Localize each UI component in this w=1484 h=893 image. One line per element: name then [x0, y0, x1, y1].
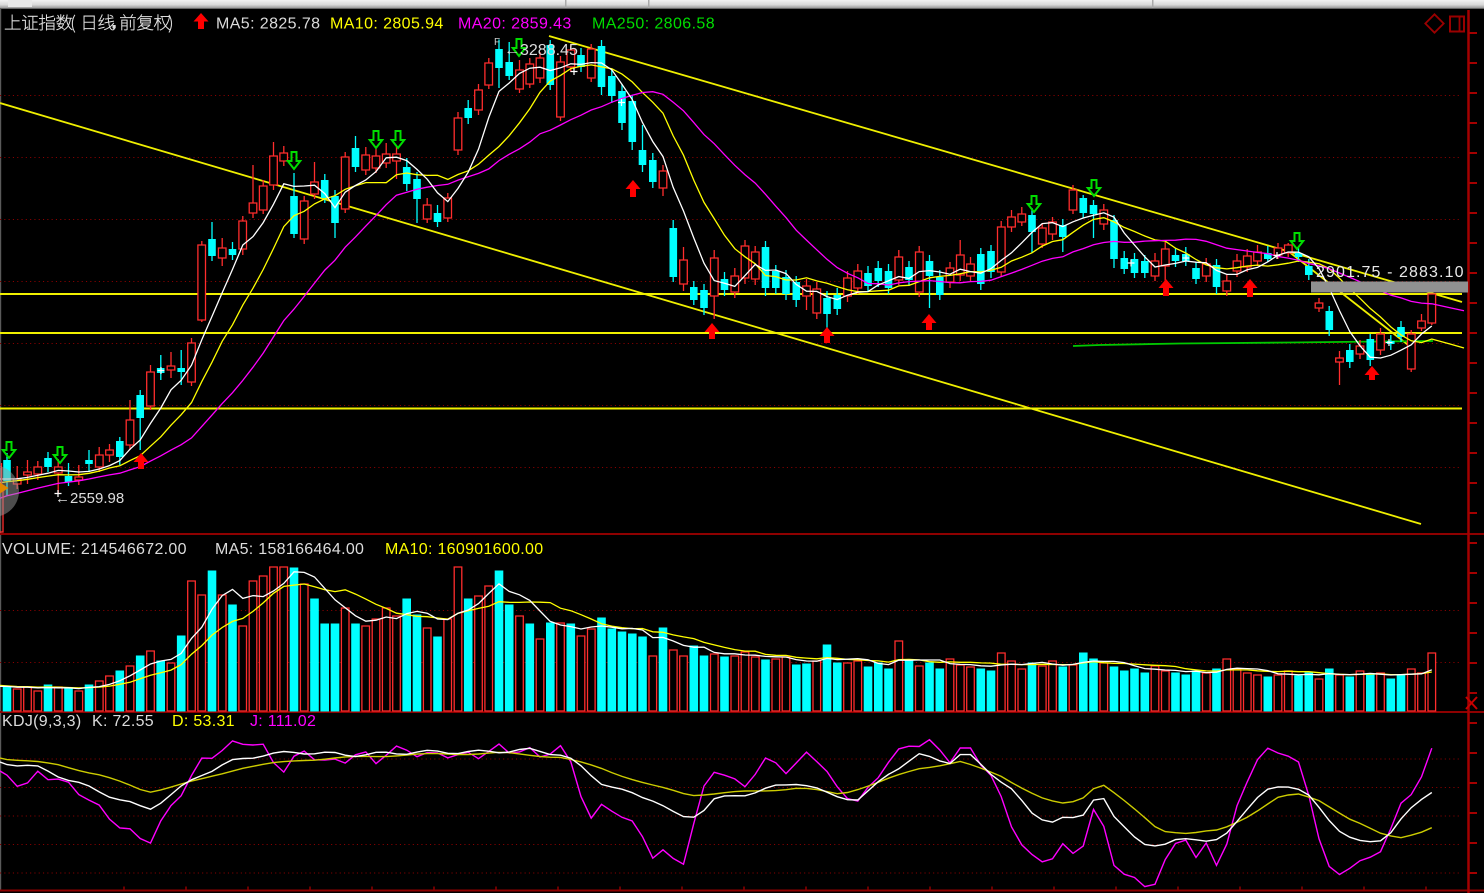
svg-text:2901.75 - 2883.10: 2901.75 - 2883.10	[1316, 264, 1465, 281]
svg-text:MA250: 2806.58: MA250: 2806.58	[592, 16, 715, 33]
svg-text:D: 53.31: D: 53.31	[172, 713, 235, 730]
svg-text:VOLUME: 214546672.00: VOLUME: 214546672.00	[2, 541, 187, 558]
svg-text:F: F	[494, 37, 500, 48]
svg-text:MA10: 160901600.00: MA10: 160901600.00	[385, 541, 543, 558]
svg-text:←3288.45: ←3288.45	[504, 42, 578, 59]
svg-text:MA10: 2805.94: MA10: 2805.94	[330, 16, 444, 33]
svg-text:←2559.98: ←2559.98	[55, 490, 124, 507]
svg-text:MA20: 2859.43: MA20: 2859.43	[458, 16, 572, 33]
svg-text:MA5: 158166464.00: MA5: 158166464.00	[215, 541, 364, 558]
svg-text:KDJ(9,3,3): KDJ(9,3,3)	[2, 713, 81, 730]
svg-text:J: 111.02: J: 111.02	[250, 713, 316, 730]
svg-text:MA5: 2825.78: MA5: 2825.78	[216, 16, 320, 33]
svg-text:K: 72.55: K: 72.55	[92, 713, 154, 730]
